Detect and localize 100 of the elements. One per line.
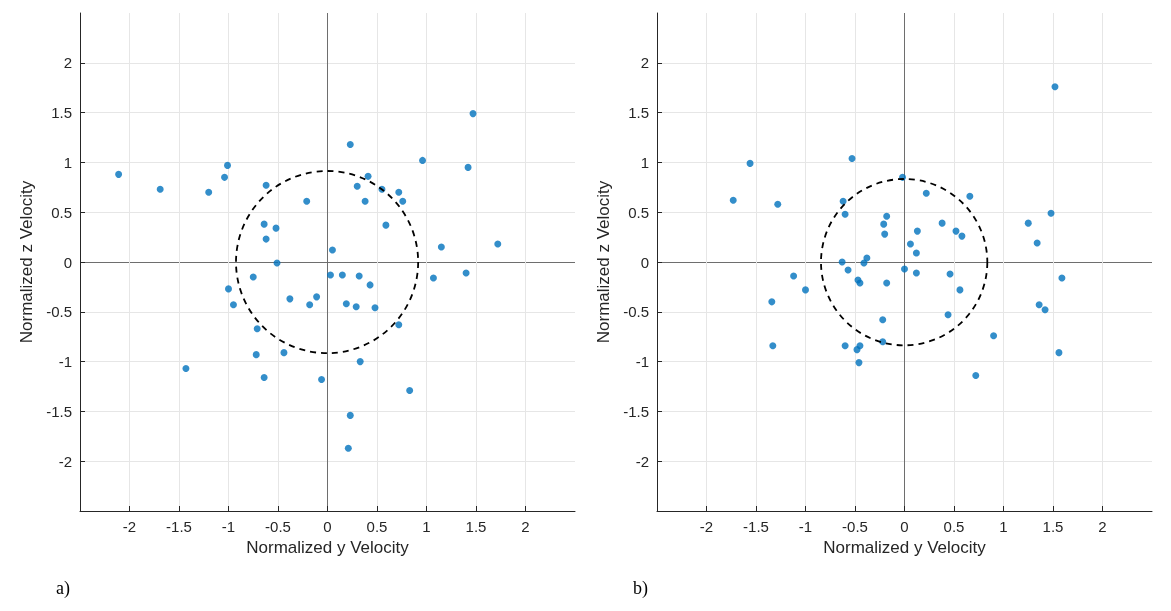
y-tick-label: 1 [63, 153, 72, 171]
point [790, 272, 798, 280]
point [262, 235, 270, 243]
point [883, 279, 891, 287]
point [883, 212, 891, 220]
point [1033, 239, 1041, 247]
point [205, 188, 213, 196]
x-axis-title: Normalized y Velocity [246, 538, 410, 557]
y-tick-label: 0 [640, 253, 649, 271]
point [252, 351, 260, 359]
y-axis-title: Normalized z Velocity [594, 180, 614, 344]
point [395, 321, 403, 329]
x-tick-label: -1 [798, 518, 813, 535]
point [841, 342, 849, 350]
point [382, 221, 390, 229]
point [286, 295, 294, 303]
text: b) [633, 578, 648, 599]
point [419, 156, 427, 164]
point [802, 286, 809, 294]
y-tick-label: 2 [640, 54, 649, 72]
x-tick-label: 0.5 [943, 518, 965, 535]
x-tick-label: -2 [122, 518, 137, 535]
point [225, 285, 232, 293]
x-tick-label: -0.5 [265, 518, 291, 535]
point [912, 249, 920, 257]
point [338, 271, 346, 279]
point [912, 269, 920, 277]
point [342, 300, 350, 308]
point [313, 293, 321, 301]
point [262, 181, 270, 189]
x-tick-label: 2 [521, 518, 530, 535]
point [353, 182, 361, 190]
point [303, 197, 311, 205]
y-axis-title: Normalized z Velocity [17, 180, 37, 344]
point [841, 210, 849, 218]
x-tick-label: -2 [699, 518, 714, 535]
x-tick-label: -1.5 [166, 518, 192, 535]
point [361, 197, 369, 205]
point [972, 372, 980, 380]
y-tick-label: -2 [635, 452, 649, 470]
point [260, 374, 268, 382]
point [221, 173, 229, 181]
point [944, 311, 952, 319]
point [429, 274, 437, 282]
y-tick-label: 1 [640, 153, 649, 171]
x-tick-label: 2 [1098, 518, 1107, 535]
y-tick-label: -0.5 [46, 303, 72, 321]
point [364, 172, 372, 180]
text: a) [56, 578, 70, 599]
point [229, 301, 237, 309]
x-tick-label: 1 [999, 518, 1008, 535]
point [280, 349, 288, 357]
y-tick-label: -0.5 [623, 303, 649, 321]
point [115, 170, 123, 178]
point [437, 243, 445, 251]
y-tick-label: -1 [58, 353, 72, 371]
y-tick-label: -1 [635, 353, 649, 371]
point [1055, 349, 1063, 357]
x-tick-label: 1.5 [465, 518, 487, 535]
point [938, 219, 946, 227]
y-tick-label: -1.5 [46, 402, 72, 420]
y-tick-label: 0.5 [51, 203, 72, 221]
point [769, 342, 777, 350]
point [922, 189, 930, 197]
point [1024, 219, 1032, 227]
point [395, 188, 403, 196]
point [774, 200, 782, 208]
point [729, 196, 737, 204]
x-tick-label: -1.5 [743, 518, 769, 535]
point [853, 346, 861, 354]
point [344, 444, 352, 452]
point [253, 325, 261, 333]
y-tick-label: -1.5 [623, 402, 649, 420]
y-tick-label: 0.5 [628, 203, 649, 221]
point [406, 386, 414, 394]
point [881, 230, 889, 238]
point [328, 246, 336, 254]
y-tick-label: 2 [63, 54, 72, 72]
point [746, 159, 754, 167]
point [346, 411, 354, 419]
point [879, 338, 887, 346]
x-tick-label: 0 [900, 518, 909, 535]
point [901, 265, 908, 273]
point [356, 358, 364, 366]
point [1035, 301, 1043, 309]
point [182, 365, 190, 373]
x-tick-label: 0.5 [366, 518, 388, 535]
point [855, 359, 863, 367]
point [224, 161, 232, 169]
point [768, 298, 776, 306]
point [249, 273, 257, 281]
y-tick-label: 0 [63, 253, 72, 271]
y-tick-label: 1.5 [628, 104, 649, 122]
point [1051, 83, 1059, 91]
y-tick-label: -2 [58, 452, 72, 470]
point [355, 272, 363, 280]
x-tick-label: 0 [323, 518, 332, 535]
point [1047, 209, 1055, 217]
point [469, 110, 477, 118]
point [966, 192, 974, 200]
